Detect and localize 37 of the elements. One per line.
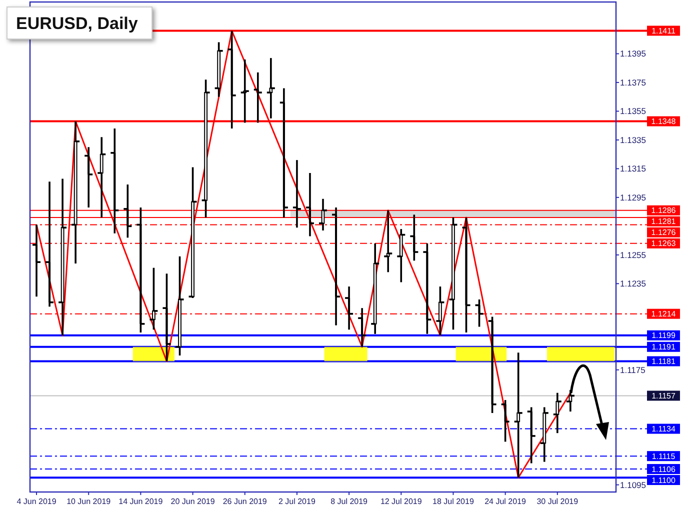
ref-line-label: 1.1199 — [652, 331, 676, 340]
x-tick-label: 30 Jul 2019 — [536, 497, 579, 506]
ref-line-label: 1.1191 — [652, 342, 676, 352]
ref-line-label: 1.1134 — [652, 424, 676, 434]
ref-line-label: 1.1281 — [651, 217, 676, 226]
ref-line-label: 1.1157 — [652, 392, 676, 401]
x-tick-label: 14 Jun 2019 — [118, 497, 164, 506]
ref-line-label: 1.1263 — [651, 239, 676, 248]
ref-line-label: 1.1181 — [652, 357, 676, 366]
y-tick-label: 1.1355 — [620, 106, 646, 116]
x-tick-label: 12 Jul 2019 — [380, 497, 422, 506]
y-tick-label: 1.1255 — [620, 250, 646, 260]
ref-line-label: 1.1106 — [652, 464, 676, 474]
ref-line-label: 1.1286 — [651, 206, 676, 216]
text: EURUSD, Daily — [16, 14, 138, 33]
x-tick-label: 18 Jul 2019 — [432, 497, 474, 506]
x-tick-label: 2 Jul 2019 — [278, 497, 316, 506]
x-tick-label: 4 Jun 2019 — [16, 497, 57, 506]
ref-line-label: 1.1411 — [652, 26, 676, 36]
ref-line-label: 1.1348 — [651, 117, 676, 126]
ref-line-label: 1.1100 — [652, 476, 676, 485]
y-tick-label: 1.1235 — [620, 278, 646, 289]
x-tick-label: 24 Jul 2019 — [484, 497, 527, 506]
legend-label: 1.1276 — [651, 228, 676, 238]
y-tick-label: 1.1375 — [620, 77, 646, 88]
ref-line-label: 1.1115 — [652, 452, 676, 461]
x-tick-label: 10 Jun 2019 — [66, 497, 112, 506]
x-tick-label: 8 Jul 2019 — [330, 497, 368, 506]
x-tick-label: 26 Jun 2019 — [222, 497, 268, 506]
y-tick-label: 1.1395 — [620, 48, 646, 59]
y-tick-label: 1.1295 — [620, 192, 646, 202]
y-tick-label: 1.1175 — [620, 364, 646, 375]
y-tick-label: 1.1315 — [620, 164, 646, 174]
y-tick-label: 1.1335 — [620, 134, 646, 145]
x-tick-label: 20 Jun 2019 — [170, 497, 216, 506]
ref-line-label: 1.1214 — [651, 310, 676, 319]
y-tick-label: 1.1095 — [620, 480, 646, 490]
